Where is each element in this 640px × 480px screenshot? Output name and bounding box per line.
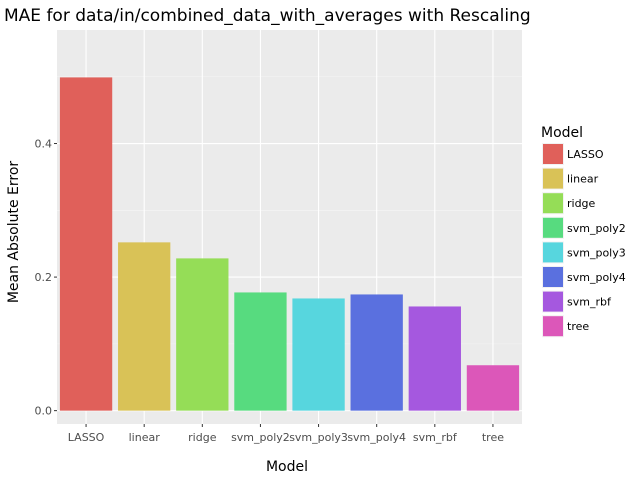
legend-label: linear <box>567 173 599 186</box>
legend-swatch <box>543 267 563 287</box>
x-tick-label: LASSO <box>68 431 105 444</box>
legend: Model LASSO linear ridge svm_poly2 svm_poly3… <box>541 125 626 338</box>
legend-swatch <box>543 242 563 263</box>
legend-swatch <box>543 193 563 214</box>
bar-svm_poly3 <box>292 298 345 411</box>
y-tick-label: 0.0 <box>35 405 53 418</box>
legend-swatch <box>543 291 563 312</box>
bars <box>59 77 520 411</box>
bar-tree <box>466 365 520 411</box>
y-tick-label: 0.2 <box>35 271 53 284</box>
legend-label: svm_poly2 <box>567 222 626 235</box>
bar-svm_rbf <box>408 306 461 411</box>
y-tick-label: 0.4 <box>35 138 53 151</box>
legend-label: svm_poly3 <box>567 246 626 259</box>
y-axis-title: Mean Absolute Error <box>6 161 22 304</box>
x-tick-label: svm_poly3 <box>289 431 348 444</box>
x-tick-label: tree <box>482 431 504 444</box>
legend-label: svm_poly4 <box>567 271 626 284</box>
legend-label: LASSO <box>567 148 604 161</box>
legend-swatch <box>543 168 563 189</box>
legend-label: svm_rbf <box>567 296 612 309</box>
y-axis: 0.0 0.2 0.4 <box>35 138 57 418</box>
bar-ridge <box>176 258 229 411</box>
legend-swatch <box>543 316 563 337</box>
bar-linear <box>118 242 171 411</box>
legend-title: Model <box>541 125 583 141</box>
legend-swatch <box>543 217 563 238</box>
bar-LASSO <box>59 77 113 411</box>
x-axis: LASSO linear ridge svm_poly2 svm_poly3 svm_po… <box>68 424 504 444</box>
x-axis-title: Model <box>266 459 308 475</box>
bar-svm_poly4 <box>350 294 403 411</box>
x-tick-label: ridge <box>188 431 217 444</box>
legend-swatch <box>543 144 563 164</box>
x-tick-label: linear <box>129 431 161 444</box>
x-tick-label: svm_rbf <box>413 431 458 444</box>
x-tick-label: svm_poly2 <box>231 431 290 444</box>
x-tick-label: svm_poly4 <box>347 431 406 444</box>
chart-title: MAE for data/in/combined_data_with_avera… <box>4 6 531 26</box>
bar-svm_poly2 <box>234 292 287 411</box>
legend-label: tree <box>567 320 589 333</box>
legend-label: ridge <box>567 197 596 210</box>
